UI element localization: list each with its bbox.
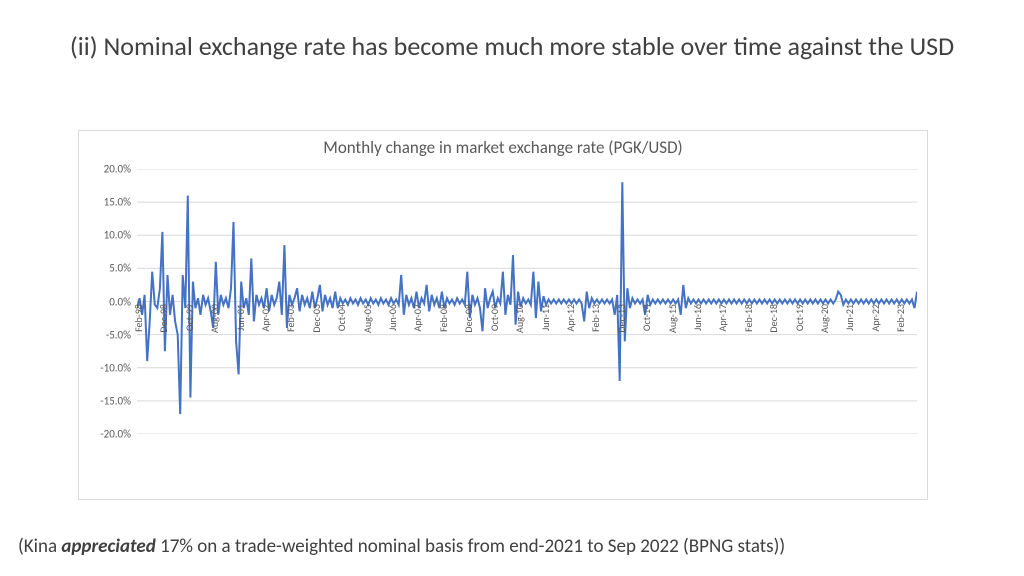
x-tick-label: Dec-08	[462, 302, 475, 333]
x-tick-label: Oct-09	[488, 302, 501, 331]
x-tick-label: Jun-01	[234, 302, 247, 331]
y-tick-label: -15.0%	[100, 394, 131, 407]
x-tick-label: Oct-04	[335, 302, 348, 331]
x-tick-label: Apr-07	[411, 302, 424, 331]
x-tick-label: Feb-03	[284, 302, 297, 332]
y-tick-label: 0.0%	[109, 295, 131, 308]
x-tick-label: Dec-98	[157, 302, 170, 333]
y-tick-label: 5.0%	[109, 262, 131, 275]
x-tick-label: Oct-14	[640, 302, 653, 331]
slide-title: (ii) Nominal exchange rate has become mu…	[0, 30, 1024, 63]
x-tick-label: Aug-15	[666, 302, 679, 333]
x-tick-label: Feb-13	[589, 302, 602, 332]
x-tick-label: Dec-13	[615, 302, 628, 333]
x-tick-label: Aug-05	[361, 302, 374, 333]
x-tick-label: Dec-03	[310, 302, 323, 333]
x-tick-label: Feb-23	[894, 302, 907, 332]
footnote: (Kina appreciated 17% on a trade-weighte…	[18, 535, 785, 558]
x-tick-label: Feb-98	[132, 302, 145, 332]
x-tick-label: Feb-18	[742, 302, 755, 332]
x-tick-label: Aug-00	[208, 302, 221, 333]
chart-title: Monthly change in market exchange rate (…	[79, 137, 927, 158]
x-tick-label: Apr-12	[564, 302, 577, 331]
x-tick-label: Apr-17	[716, 302, 729, 331]
x-tick-label: Apr-22	[869, 302, 882, 331]
x-tick-label: Jun-06	[386, 302, 399, 331]
y-tick-label: -10.0%	[100, 361, 131, 374]
x-tick-label: Jun-21	[843, 302, 856, 331]
y-tick-label: 15.0%	[104, 196, 131, 209]
y-tick-label: 20.0%	[104, 163, 131, 176]
y-tick-label: -5.0%	[106, 328, 131, 341]
line-series	[137, 182, 917, 414]
plot-area: -20.0%-15.0%-10.0%-5.0%0.0%5.0%10.0%15.0…	[137, 169, 917, 434]
x-tick-label: Oct-19	[793, 302, 806, 331]
footnote-prefix: (Kina	[18, 535, 61, 558]
x-tick-label: Dec-18	[767, 302, 780, 333]
x-tick-label: Apr-02	[259, 302, 272, 331]
x-tick-label: Jun-11	[539, 302, 552, 331]
slide: (ii) Nominal exchange rate has become mu…	[0, 0, 1024, 576]
footnote-suffix: 17% on a trade-weighted nominal basis fr…	[156, 535, 785, 558]
y-tick-label: -20.0%	[100, 428, 131, 441]
x-tick-label: Oct-99	[183, 302, 196, 331]
x-tick-label: Aug-20	[818, 302, 831, 333]
x-tick-label: Feb-08	[437, 302, 450, 332]
x-tick-label: Jun-16	[691, 302, 704, 331]
x-tick-label: Aug-10	[513, 302, 526, 333]
y-tick-label: 10.0%	[104, 229, 131, 242]
footnote-em: appreciated	[61, 535, 155, 558]
chart-container: Monthly change in market exchange rate (…	[78, 130, 928, 500]
